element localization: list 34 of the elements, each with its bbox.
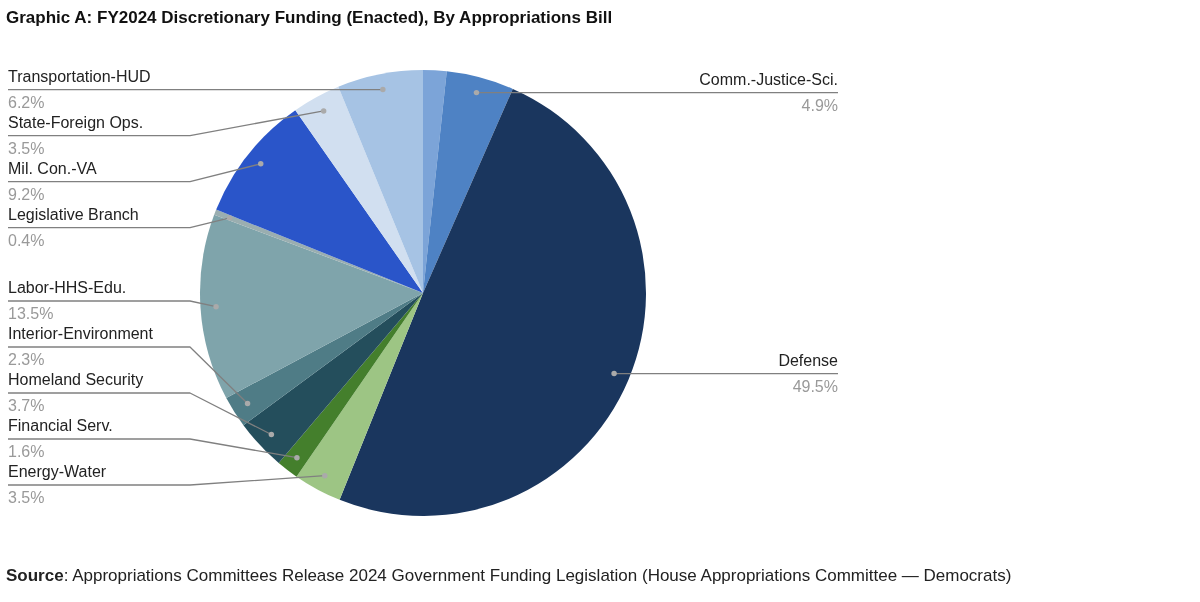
data-label: 4.9% bbox=[801, 96, 838, 114]
data-label: 13.5% bbox=[8, 305, 54, 322]
slice-label: Legislative Branch bbox=[8, 205, 139, 223]
data-label: 6.2% bbox=[8, 93, 45, 111]
data-label: 1.6% bbox=[8, 443, 45, 460]
data-label: 3.5% bbox=[8, 139, 45, 157]
chart-title: Graphic A: FY2024 Discretionary Funding (Enacted), By Appropriations Bill bbox=[6, 8, 613, 28]
data-label: 3.7% bbox=[8, 397, 45, 414]
pie-slice bbox=[226, 293, 423, 426]
slice-label: State-Foreign Ops. bbox=[8, 113, 144, 131]
data-label: 49.5% bbox=[792, 377, 838, 395]
pie-slice bbox=[216, 110, 423, 293]
slice-label: Transportation-HUD bbox=[8, 67, 151, 85]
pie-slice bbox=[278, 293, 423, 477]
pie-slice bbox=[296, 293, 423, 500]
pie-slice bbox=[295, 86, 423, 293]
data-label: 2.3% bbox=[8, 351, 45, 368]
slice-label: Interior-Environment bbox=[8, 325, 154, 342]
slice-label: Homeland Security bbox=[8, 371, 144, 388]
source-note: Source: Appropriations Committees Release 2024 Government Funding Legislation (House Appropriations Committee — Democrats) bbox=[6, 566, 1012, 586]
pie-slice bbox=[339, 88, 646, 516]
slice-label: Financial Serv. bbox=[8, 417, 113, 434]
slice-label: Defense bbox=[778, 351, 839, 369]
pie-slice bbox=[423, 71, 513, 293]
data-label: 0.4% bbox=[8, 231, 45, 249]
slice-label: Labor-HHS-Edu. bbox=[8, 279, 127, 296]
pie-slice bbox=[200, 214, 423, 398]
slice-label: Comm.-Justice-Sci. bbox=[699, 70, 838, 88]
data-label: 9.2% bbox=[8, 185, 45, 203]
slice-label: Energy-Water bbox=[8, 463, 107, 480]
data-label: 3.5% bbox=[8, 489, 45, 506]
pie-slice bbox=[243, 293, 423, 464]
pie-slice bbox=[338, 70, 423, 293]
slice-label: Mil. Con.-VA bbox=[8, 159, 97, 177]
